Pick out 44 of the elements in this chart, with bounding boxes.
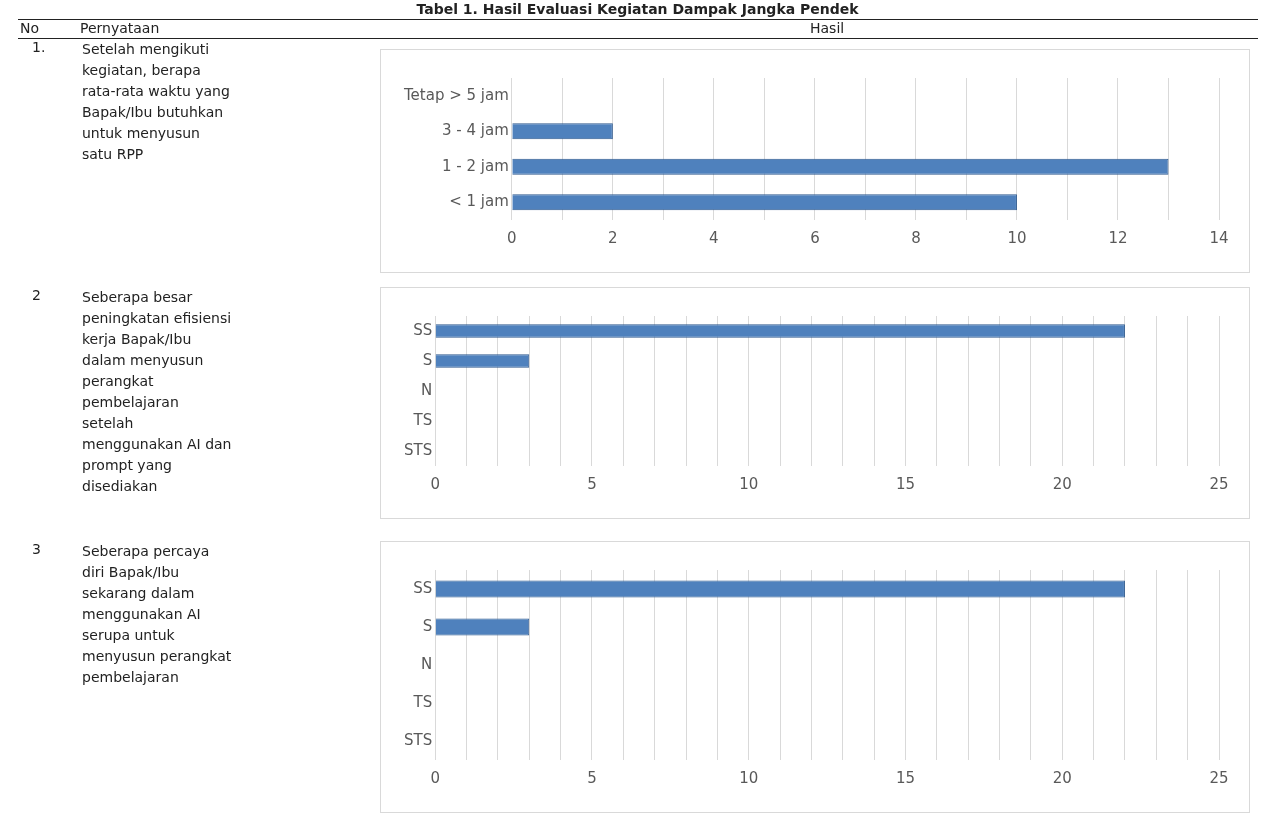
y-tick-label: N: [420, 654, 433, 673]
x-tick-label: 15: [895, 474, 916, 493]
text: Seberapa besar peningkatan efisiensi kerja Bapak/Ibu dalam menyusun perangkat pembelajaran setelah menggunakan AI dan prompt yang disediakan: [82, 289, 232, 494]
y-tick-label: S: [422, 350, 433, 369]
x-tick-label: 6: [810, 228, 820, 247]
text: 2: [32, 287, 41, 303]
x-tick-label: 2: [608, 228, 618, 247]
text: Tabel 1. Hasil Evaluasi Kegiatan Dampak Jangka Pendek: [415, 1, 860, 17]
y-tick-label: 1 - 2 jam: [442, 156, 509, 175]
x-tick-label: 25: [1209, 474, 1229, 493]
text: Seberapa percaya diri Bapak/Ibu sekarang dalam menggunakan AI serupa untuk menyusun perangkat pembelajaran: [82, 542, 232, 687]
text: Pernyataan: [80, 20, 160, 36]
x-tick-label: 0: [430, 768, 440, 787]
x-tick-label: 20: [1052, 768, 1072, 787]
text: 1.: [32, 39, 46, 55]
y-tick-label: TS: [412, 410, 433, 429]
y-tick-label: 3 - 4 jam: [442, 121, 509, 140]
x-tick-label: 10: [739, 474, 759, 493]
text: No: [20, 20, 40, 36]
x-tick-label: 15: [895, 768, 916, 787]
y-tick-label: STS: [403, 730, 433, 749]
text: Setelah mengikuti kegiatan, berapa rata-rata waktu yang Bapak/Ibu butuhkan untuk menyusun satu RPP: [82, 40, 231, 164]
x-tick-label: 14: [1209, 228, 1229, 247]
x-tick-label: 20: [1052, 474, 1072, 493]
y-tick-label: SS: [413, 578, 433, 597]
text: 3: [32, 541, 41, 557]
x-tick-label: 0: [507, 228, 517, 247]
x-tick-label: 0: [430, 474, 440, 493]
text: Hasil: [810, 20, 845, 36]
y-tick-label: TS: [412, 692, 433, 711]
y-tick-label: N: [420, 380, 433, 399]
x-tick-label: 8: [911, 228, 921, 247]
y-tick-label: < 1 jam: [449, 192, 509, 211]
x-tick-label: 4: [709, 228, 719, 247]
x-tick-label: 12: [1108, 228, 1128, 247]
y-tick-label: SS: [413, 320, 433, 339]
x-tick-label: 10: [739, 768, 759, 787]
x-tick-label: 5: [587, 474, 597, 493]
y-tick-label: Tetap > 5 jam: [403, 85, 509, 104]
x-tick-label: 10: [1007, 228, 1027, 247]
y-tick-label: STS: [403, 440, 433, 459]
x-tick-label: 5: [587, 768, 597, 787]
y-tick-label: S: [422, 616, 433, 635]
x-tick-label: 25: [1209, 768, 1229, 787]
